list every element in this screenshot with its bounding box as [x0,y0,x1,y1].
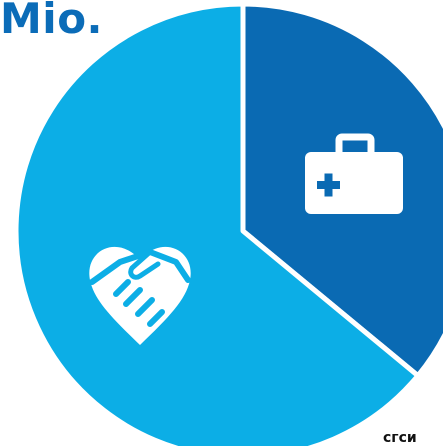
corner-text: сгси [383,430,417,446]
handshake-heart-icon [89,246,191,345]
medical-kit-icon [305,133,403,214]
page-title: Mio. [0,0,104,43]
pie-slices [13,1,443,446]
pie-slice-2 [13,1,421,446]
